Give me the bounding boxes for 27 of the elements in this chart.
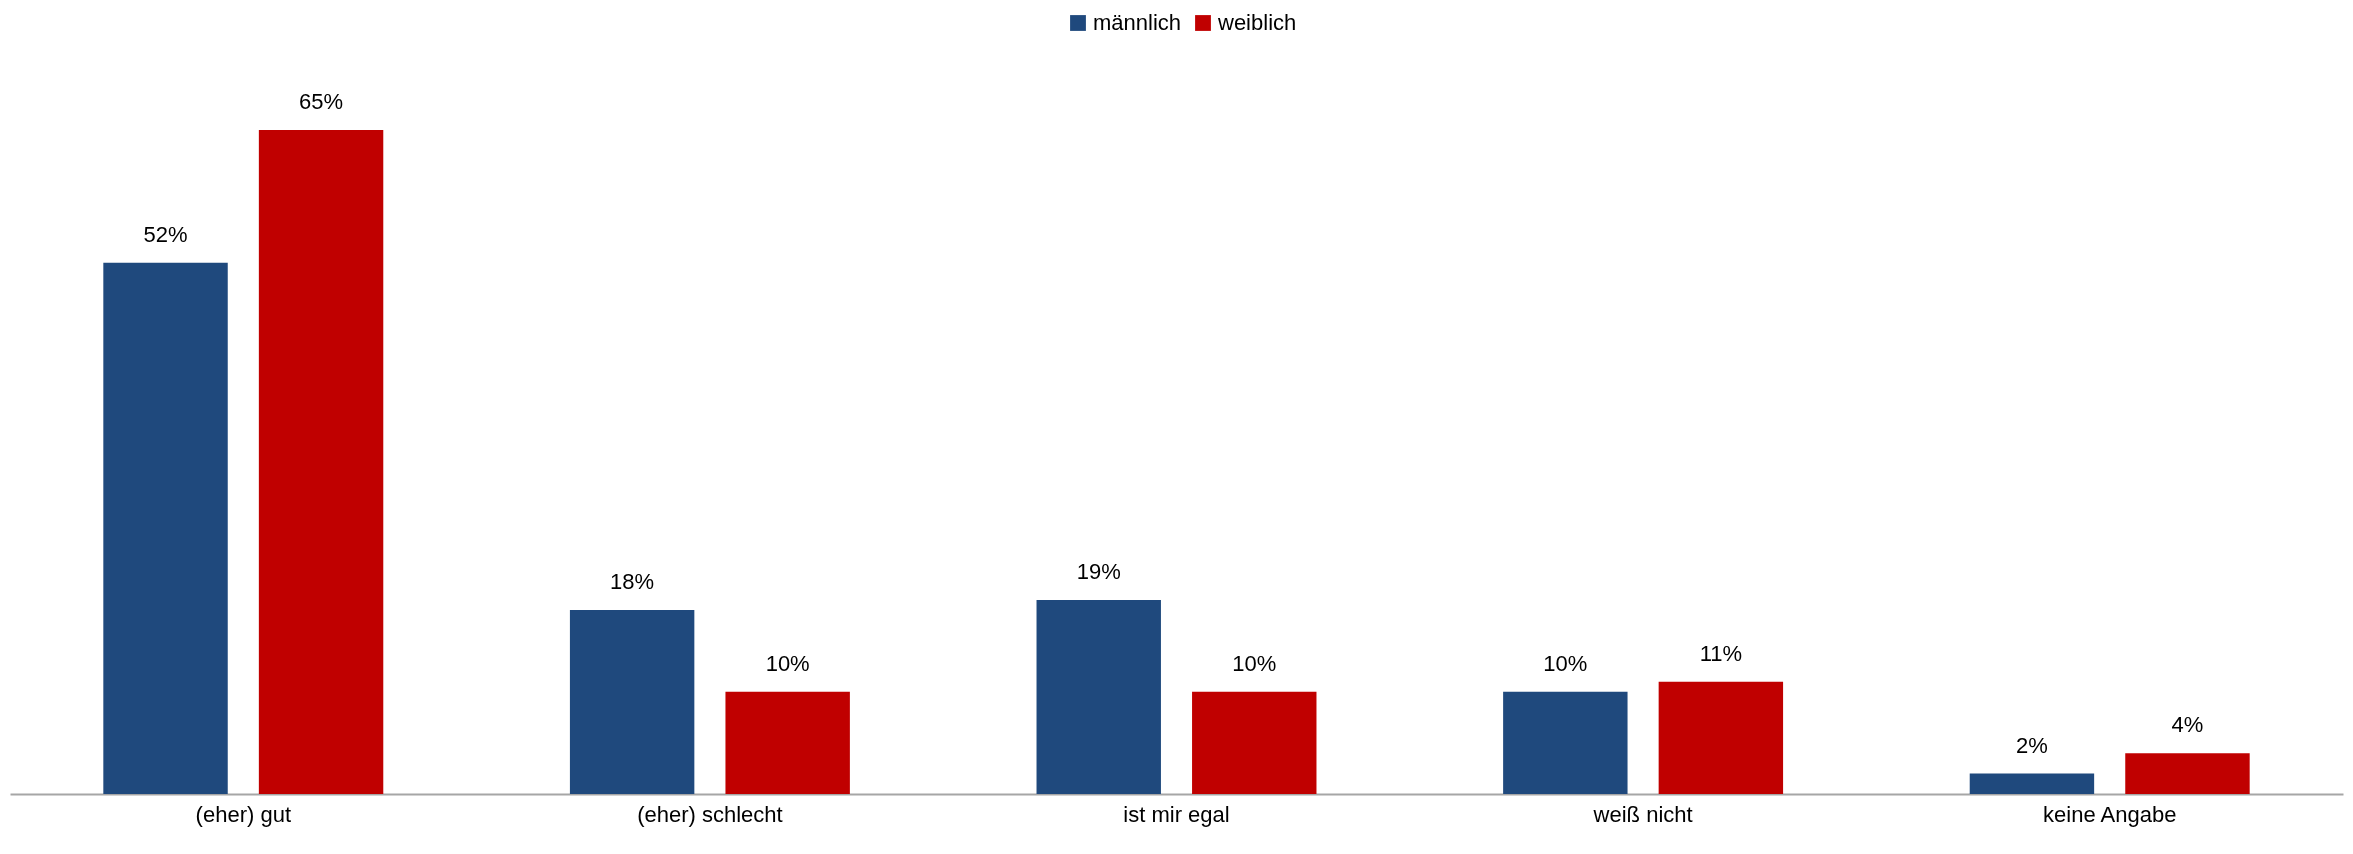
bar xyxy=(1192,691,1317,794)
x-tick-label: weiß nicht xyxy=(1592,801,1693,827)
bar xyxy=(569,610,695,794)
data-label: 11% xyxy=(1699,640,1743,666)
x-tick-label: (eher) schlecht xyxy=(637,801,783,827)
data-label: 4% xyxy=(2171,712,2204,738)
bar xyxy=(2125,753,2250,794)
bar xyxy=(103,262,228,794)
x-tick-label: ist mir egal xyxy=(1123,801,1230,827)
data-label: 19% xyxy=(1076,558,1121,584)
data-label: 52% xyxy=(143,221,188,247)
data-label: 10% xyxy=(1543,650,1588,676)
bar xyxy=(1658,681,1784,794)
bar xyxy=(1036,599,1161,794)
data-label: 2% xyxy=(2016,732,2048,758)
bar xyxy=(1969,773,2095,794)
data-label: 18% xyxy=(610,569,655,595)
bar xyxy=(258,130,384,794)
data-label: 65% xyxy=(299,89,344,114)
legend-label: männlich xyxy=(1093,10,1182,35)
bar xyxy=(725,691,850,794)
x-tick-label: (eher) gut xyxy=(195,801,291,827)
bar xyxy=(1503,691,1628,794)
x-tick-label: keine Angabe xyxy=(2043,801,2177,827)
data-label: 10% xyxy=(765,650,810,676)
data-label: 10% xyxy=(1232,650,1277,676)
legend-label: weiblich xyxy=(1217,10,1297,35)
